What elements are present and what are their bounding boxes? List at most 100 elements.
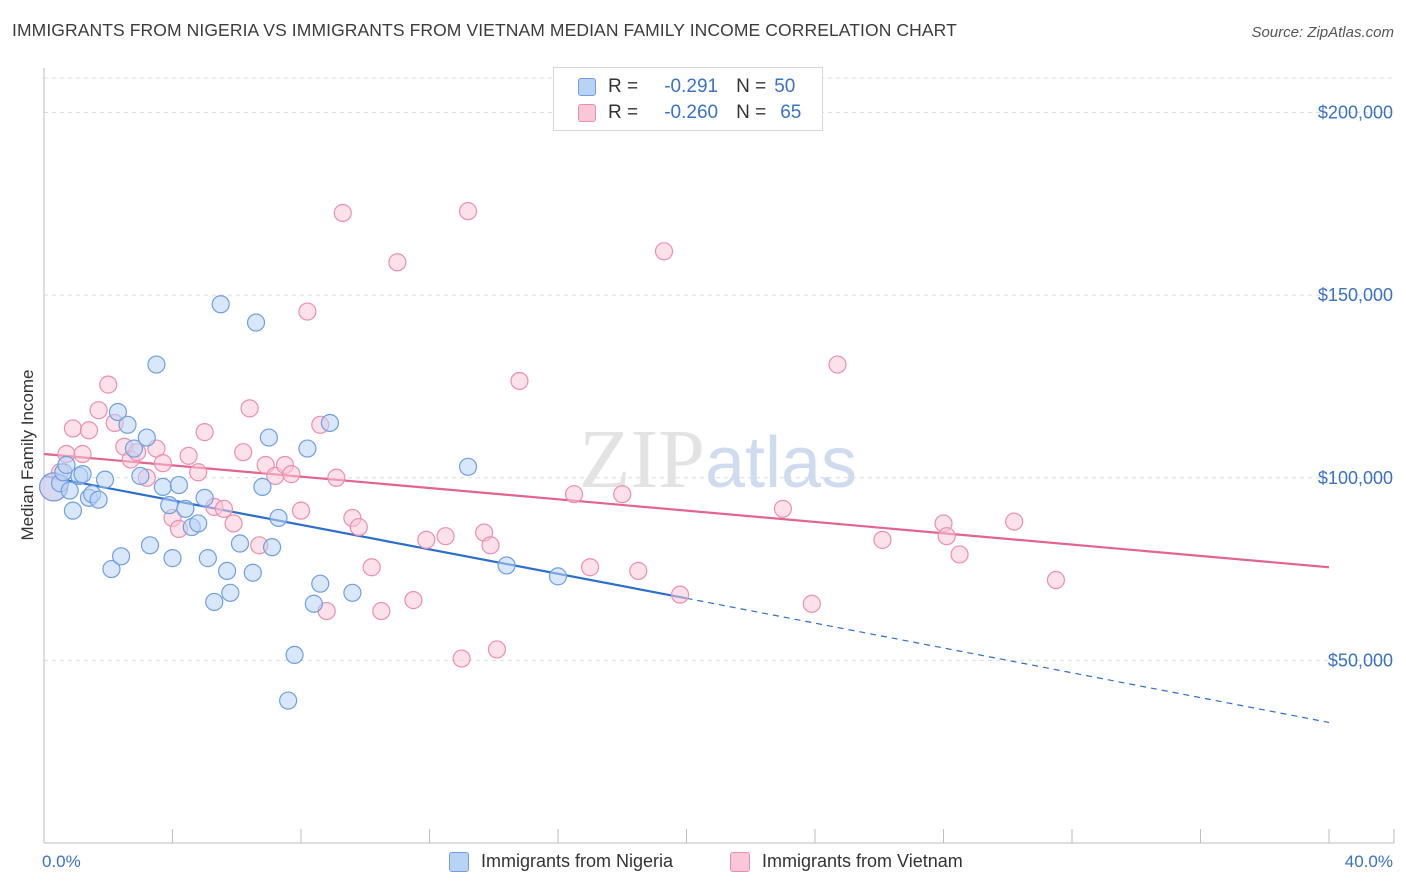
vietnam-point	[291, 501, 311, 520]
nigeria-point	[230, 534, 250, 553]
vietnam-point	[937, 527, 956, 546]
nigeria-point	[195, 488, 214, 507]
vietnam-points	[39, 202, 1066, 668]
vietnam-point	[452, 649, 471, 668]
nigeria-swatch	[578, 78, 596, 96]
vietnam-point	[349, 517, 368, 537]
vietnam-point	[1046, 570, 1066, 590]
x-max-label: 40.0%	[1344, 852, 1393, 871]
y-tick-label: $100,000	[1318, 468, 1393, 488]
nigeria-point	[298, 439, 317, 458]
y-tick-label: $200,000	[1318, 103, 1393, 123]
nigeria-point	[198, 549, 217, 568]
vietnam-point	[388, 253, 407, 272]
vietnam-point	[458, 202, 478, 221]
nigeria-point	[137, 428, 156, 447]
nigeria-point	[205, 592, 224, 612]
vietnam-point	[950, 545, 969, 564]
y-tick-label: $50,000	[1328, 650, 1393, 670]
nigeria-point	[246, 313, 266, 332]
nigeria-point	[497, 556, 516, 575]
vietnam-point	[333, 203, 352, 223]
series-legend: Immigrants from Nigeria Immigrants from …	[0, 851, 1406, 877]
nigeria-point	[458, 457, 478, 476]
nigeria-point	[548, 567, 568, 586]
vietnam-point	[63, 419, 83, 438]
vietnam-point	[195, 423, 214, 442]
r-label: R =	[608, 76, 639, 97]
legend-row-nigeria: R = -0.291 N = 50	[578, 75, 795, 99]
nigeria-point	[89, 490, 108, 509]
vietnam-point	[153, 454, 172, 473]
nigeria-point	[118, 415, 137, 434]
vietnam-point	[73, 444, 92, 464]
nigeria-trend-line	[43, 474, 687, 600]
y-tick-labels: $50,000 $100,000 $150,000 $200,000	[1318, 103, 1393, 671]
nigeria-point	[57, 455, 76, 475]
nigeria-points	[39, 295, 568, 710]
vietnam-point	[487, 640, 507, 659]
nigeria-point	[269, 508, 288, 528]
vietnam-point	[629, 561, 648, 580]
vietnam-legend-label: Immigrants from Vietnam	[762, 851, 963, 871]
vietnam-point	[828, 355, 847, 374]
nigeria-point	[63, 501, 83, 520]
legend-row-vietnam: R = -0.260 N = 65	[578, 101, 801, 125]
nigeria-point	[60, 481, 79, 500]
legend-item-nigeria: Immigrants from Nigeria	[449, 851, 673, 872]
vietnam-point	[481, 536, 500, 555]
vietnam-point	[654, 242, 674, 261]
nigeria-point	[95, 470, 115, 489]
nigeria-point	[124, 439, 144, 458]
vietnam-point	[417, 530, 436, 549]
nigeria-legend-label: Immigrants from Nigeria	[481, 851, 674, 871]
nigeria-point	[169, 475, 189, 495]
vietnam-point	[327, 468, 346, 487]
vietnam-point	[404, 591, 423, 610]
correlation-legend: R = -0.291 N = 50 R = -0.260 N = 65	[553, 67, 823, 131]
nigeria-point	[279, 691, 298, 710]
nigeria-point	[259, 428, 278, 447]
nigeria-point	[73, 465, 92, 484]
vietnam-point	[240, 399, 259, 418]
vietnam-point	[1005, 512, 1024, 531]
vietnam-point	[79, 421, 99, 440]
y-tick-label: $150,000	[1318, 285, 1393, 305]
nigeria-point	[343, 583, 362, 602]
nigeria-point	[304, 594, 323, 613]
nigeria-point	[262, 538, 282, 557]
x-min-label: 0.0%	[42, 852, 81, 871]
legend-item-vietnam: Immigrants from Vietnam	[730, 851, 963, 872]
nigeria-point	[189, 514, 208, 533]
nigeria-point	[221, 583, 240, 602]
nigeria-point	[140, 536, 160, 555]
nigeria-point	[311, 574, 330, 593]
nigeria-point	[176, 499, 195, 518]
vietnam-point	[372, 601, 391, 621]
nigeria-point	[111, 547, 131, 566]
nigeria-point	[285, 645, 304, 665]
chart-title: IMMIGRANTS FROM NIGERIA VS IMMIGRANTS FR…	[12, 20, 957, 40]
nigeria-legend-swatch	[449, 851, 469, 872]
nigeria-point	[163, 549, 182, 568]
vietnam-point	[581, 558, 600, 577]
vietnam-point	[282, 465, 301, 484]
nigeria-point	[218, 561, 237, 580]
vietnam-point	[99, 375, 118, 394]
nigeria-point	[108, 402, 127, 422]
vietnam-point	[613, 485, 632, 504]
vietnam-point	[436, 527, 455, 546]
nigeria-point	[320, 413, 340, 433]
vietnam-point	[298, 302, 317, 321]
vietnam-point	[214, 499, 233, 518]
nigeria-point	[147, 355, 166, 374]
vietnam-point	[234, 443, 253, 462]
vietnam-point	[873, 530, 892, 549]
vietnam-swatch	[578, 104, 596, 122]
nigeria-point	[211, 295, 230, 314]
source-credit: Source: ZipAtlas.com	[1251, 24, 1394, 41]
y-axis-label: Median Family Income	[18, 369, 37, 541]
vietnam-point	[189, 463, 208, 482]
axes	[43, 68, 1395, 844]
